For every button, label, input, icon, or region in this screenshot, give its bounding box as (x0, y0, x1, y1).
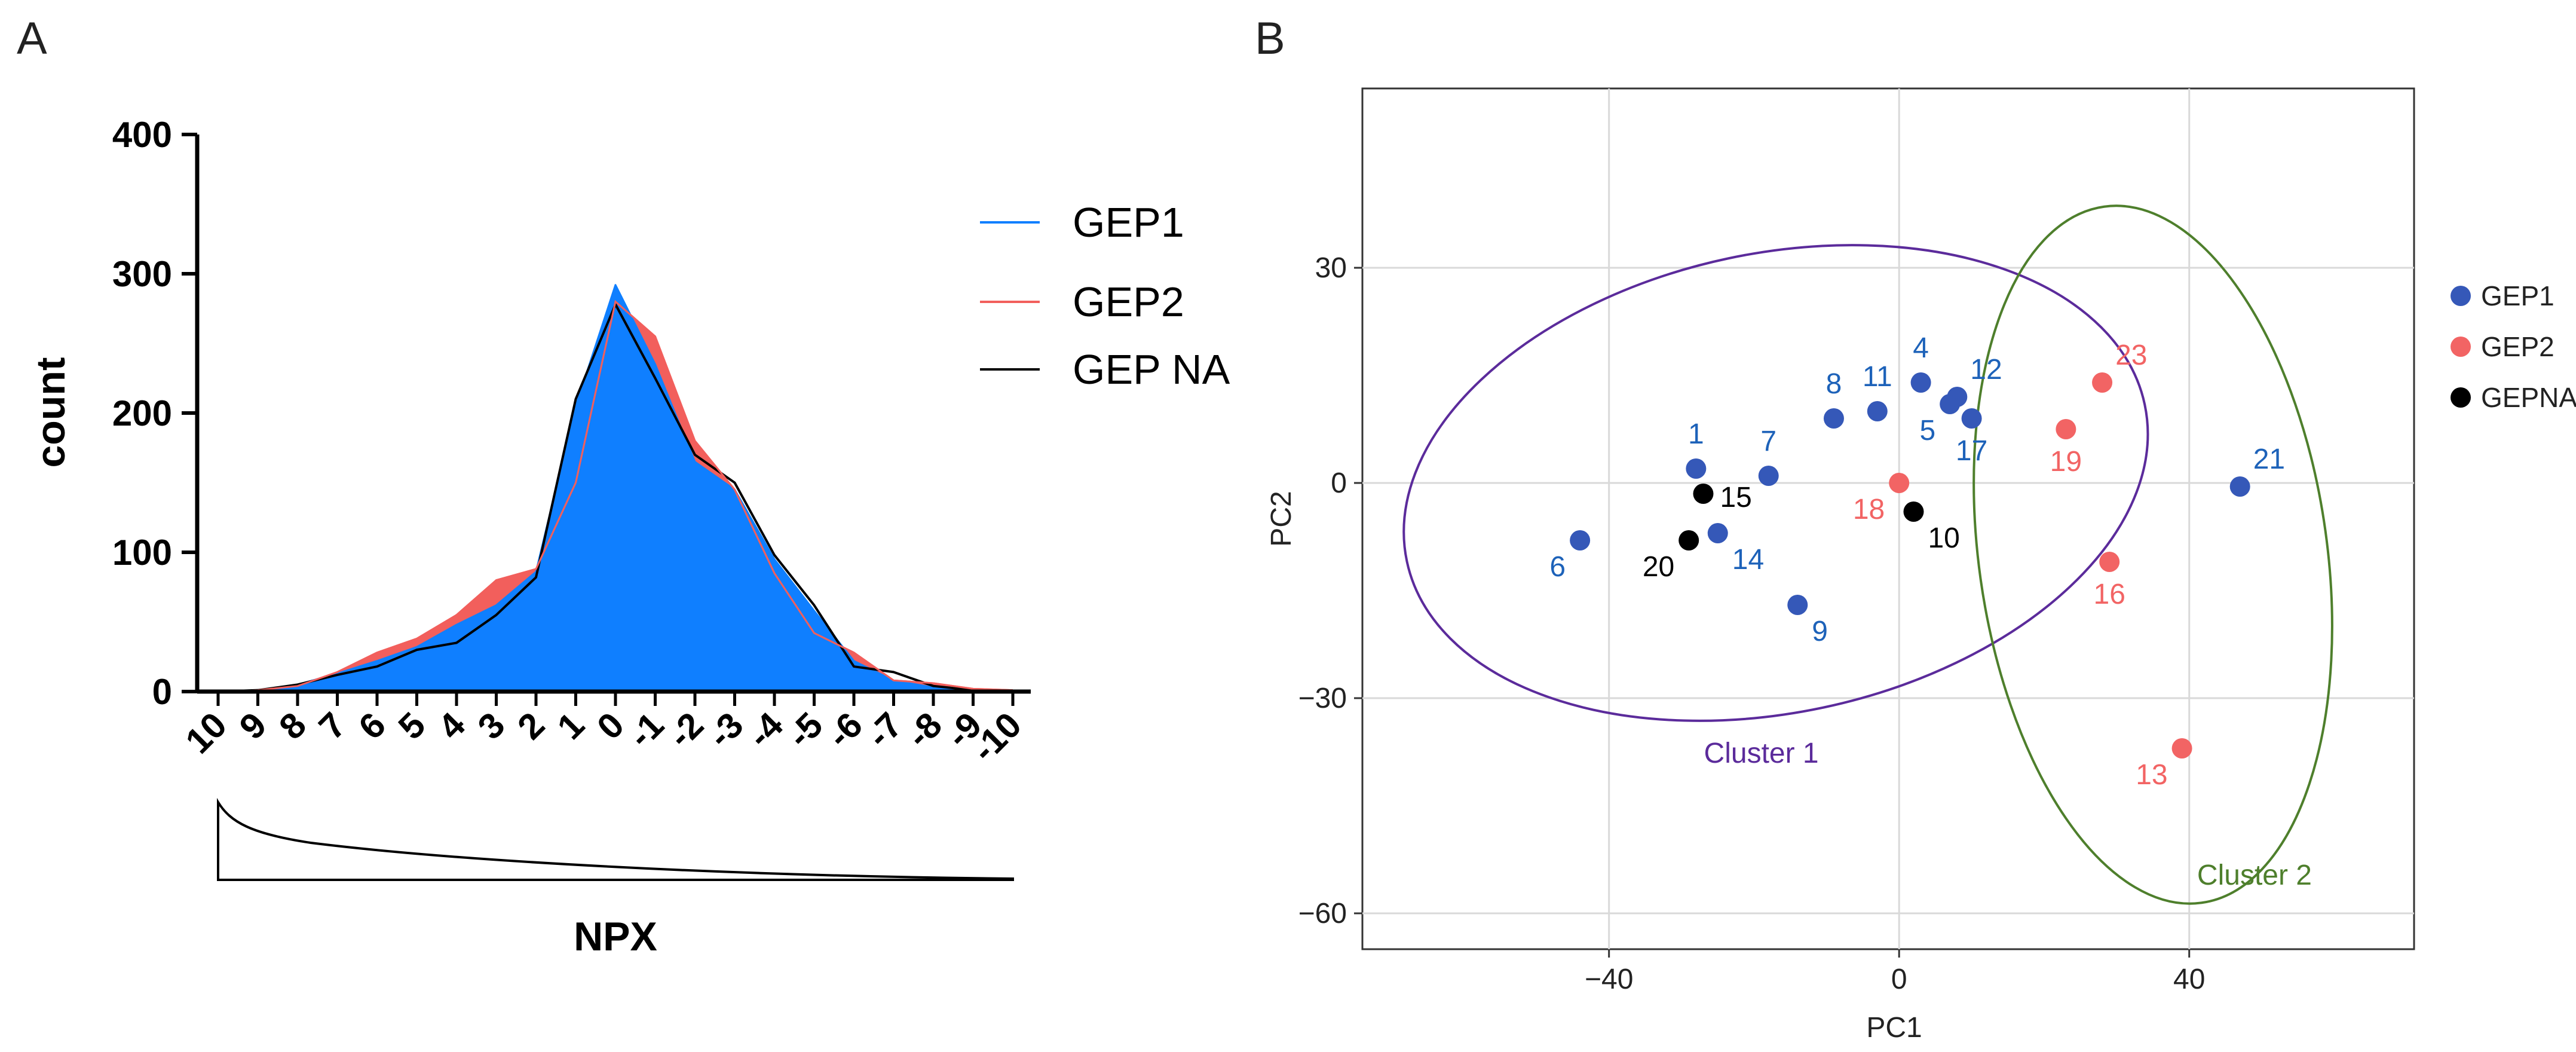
legend-dot-gep2 (2451, 337, 2471, 357)
density-areas (218, 284, 1013, 693)
point-16 (2099, 552, 2120, 572)
point-8 (1823, 408, 1844, 429)
legend-label-gep2: GEP2 (1073, 279, 1184, 325)
point-label-9: 9 (1812, 616, 1828, 647)
point-4 (1910, 372, 1931, 393)
legend-label-gep1: GEP1 (2481, 280, 2554, 311)
point-7 (1758, 466, 1779, 486)
point-21 (2229, 476, 2250, 497)
x-tick-label: 2 (510, 705, 552, 747)
point-label-6: 6 (1549, 551, 1566, 583)
point-label-18: 18 (1853, 494, 1885, 525)
point-label-5: 5 (1919, 415, 1935, 447)
point-label-11: 11 (1863, 361, 1892, 393)
point-label-4: 4 (1913, 332, 1929, 364)
x-tick-label: 8 (271, 705, 314, 747)
point-13 (2171, 738, 2192, 759)
cluster-ellipse-2 (1972, 204, 2333, 905)
pca-grid (1362, 88, 2414, 949)
area-gep1 (218, 285, 1013, 692)
legend-label-gep2: GEP2 (2481, 331, 2554, 362)
point-label-23: 23 (2115, 340, 2147, 371)
point-label-17: 17 (1956, 435, 1987, 467)
y-axis-label-count: count (28, 357, 73, 467)
point-label-1: 1 (1688, 418, 1704, 450)
point-11 (1867, 401, 1888, 421)
y-tick-label: −30 (1298, 683, 1347, 714)
point-label-13: 13 (2136, 759, 2167, 791)
panel-a-letter: A (17, 13, 47, 64)
y-tick-label: 100 (112, 533, 172, 573)
point-10 (1903, 501, 1924, 522)
panel-b-letter: B (1255, 13, 1285, 64)
point-20 (1678, 530, 1699, 551)
x-tick-label: 10 (178, 705, 235, 762)
point-18 (1889, 473, 1910, 493)
x-tick-label: 7 (311, 705, 354, 747)
point-label-8: 8 (1826, 368, 1842, 400)
x-axis-label-npx: NPX (574, 914, 657, 959)
x-tick-label: 9 (232, 705, 274, 747)
x-tick-label: 40 (2173, 964, 2205, 995)
x-tick-label: 4 (430, 704, 473, 747)
point-label-10: 10 (1928, 522, 1959, 554)
x-tick-label: 1 (550, 705, 592, 747)
pca-legend: GEP1 GEP2 GEPNA (2451, 280, 2576, 413)
point-23 (2092, 372, 2113, 393)
point-15 (1693, 484, 1714, 504)
density-y-ticks: 0 100 200 300 400 (112, 115, 197, 712)
pca-ticks: −40 0 40 30 0 −30 −60 (1298, 252, 2206, 995)
x-tick-label: 3 (470, 705, 513, 747)
y-tick-label: 200 (112, 393, 172, 433)
y-axis-label-pc2: PC2 (1266, 491, 1297, 546)
y-tick-label: 0 (1331, 467, 1347, 499)
legend-label-gep1: GEP1 (1073, 199, 1184, 246)
legend-label-gep-na: GEP NA (1073, 346, 1230, 393)
cluster-label-2: Cluster 2 (2197, 860, 2312, 891)
legend-label-gepna: GEPNA (2481, 382, 2576, 413)
point-label-14: 14 (1732, 544, 1764, 576)
point-12 (1947, 387, 1968, 407)
point-label-15: 15 (1720, 482, 1751, 513)
point-label-12: 12 (1970, 354, 2002, 386)
pca-plot-frame (1361, 87, 2415, 950)
point-14 (1707, 523, 1728, 543)
legend-dot-gepna (2451, 387, 2471, 408)
cluster-ellipse-1 (1402, 244, 2149, 722)
x-tick-label: -10 (964, 705, 1029, 770)
point-label-20: 20 (1643, 551, 1674, 583)
point-label-21: 21 (2253, 444, 2285, 475)
point-label-19: 19 (2050, 446, 2082, 478)
point-6 (1570, 530, 1591, 551)
line-gep2-overlay (218, 299, 1013, 693)
x-tick-label: 0 (1891, 964, 1907, 995)
point-17 (1961, 408, 1982, 429)
y-tick-label: 0 (152, 672, 172, 712)
point-label-16: 16 (2094, 579, 2125, 610)
line-gep1 (218, 284, 1013, 693)
pca-clusters: Cluster 1 Cluster 2 (1402, 204, 2333, 905)
density-legend: GEP1 GEP2 GEP NA (980, 199, 1230, 393)
point-1 (1686, 458, 1707, 479)
x-tick-label: 6 (351, 705, 393, 747)
point-9 (1787, 595, 1808, 615)
x-tick-label: 5 (391, 705, 433, 747)
point-label-7: 7 (1760, 426, 1776, 457)
y-tick-label: 30 (1315, 252, 1347, 284)
npx-decay-curve (217, 797, 1014, 881)
y-tick-label: 300 (112, 254, 172, 294)
y-tick-label: 400 (112, 115, 172, 155)
cluster-label-1: Cluster 1 (1704, 738, 1819, 769)
y-tick-label: −60 (1298, 898, 1347, 929)
x-tick-label: −40 (1585, 964, 1633, 995)
x-axis-label-pc1: PC1 (1866, 1012, 1922, 1044)
point-19 (2056, 419, 2076, 439)
legend-dot-gep1 (2451, 286, 2471, 306)
